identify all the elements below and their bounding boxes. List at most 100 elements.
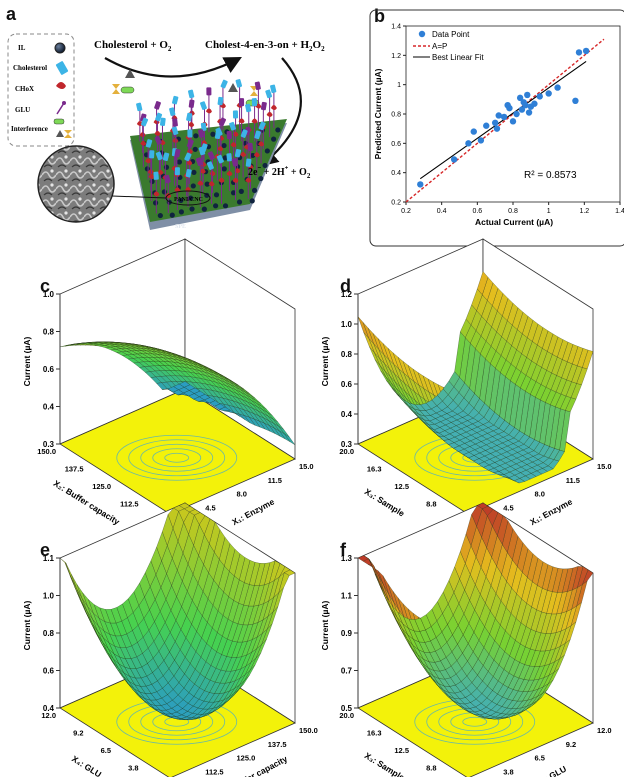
cholesterol-molecule	[232, 110, 239, 119]
cholesterol-molecule	[270, 84, 277, 94]
il-particle	[192, 146, 198, 152]
film-label: PANI/CNC	[174, 197, 203, 203]
z-tick-label: 1.3	[341, 554, 353, 563]
cholesterol-molecule	[186, 112, 193, 122]
z-tick-label: 0.8	[43, 328, 55, 337]
left-axis-tick-label: 16.3	[367, 729, 382, 738]
cholesterol-molecule	[162, 152, 170, 162]
il-particle	[152, 200, 159, 206]
il-particle	[222, 155, 228, 161]
cholesterol-molecule	[155, 151, 163, 161]
x-tick-label: 0.2	[401, 208, 411, 215]
surface-chart-e: 0.4 0.6 0.8 1.0 1.1 Current (µA) 12.0 9.2 6.5 3.8…	[22, 502, 318, 777]
il-particle	[236, 199, 243, 205]
left-axis-tick-label: 12.0	[41, 711, 56, 720]
cholesterol-molecule	[184, 152, 192, 162]
electrode-label: SPE	[175, 224, 186, 230]
z-tick-label: 0.4	[43, 704, 55, 713]
il-particle	[210, 131, 216, 137]
chox-enzyme	[148, 173, 155, 179]
surface-mesh-cell	[477, 502, 489, 509]
z-tick-label: 0.7	[341, 667, 353, 676]
data-point	[417, 181, 424, 188]
data-point	[483, 122, 490, 129]
cholesterol-molecule	[260, 101, 267, 111]
interference-pill-icon	[120, 86, 135, 94]
y-tick-label: 1	[397, 82, 401, 89]
surface-chart-d: 0.3 0.4 0.6 0.8 1.0 1.2 Current (µA) 20.0 16.3 12…	[320, 238, 612, 527]
y-tick-label: 0.2	[391, 200, 401, 207]
z-tick-label: 0.4	[43, 403, 55, 412]
legend-il-label: IL	[18, 44, 26, 52]
cholesterol-molecule	[206, 161, 214, 170]
z-tick-label: 0.3	[341, 440, 353, 449]
x-tick-label: 0.4	[437, 208, 447, 215]
legend-cholesterol-label: Cholesterol	[13, 64, 47, 72]
right-axis-tick-label: 125.0	[237, 754, 256, 763]
interference-triangle-icon	[228, 83, 238, 92]
panel-label-f: f	[340, 540, 346, 560]
cholesterol-molecule	[216, 154, 224, 164]
left-axis-tick-label: 20.0	[339, 447, 354, 456]
floor-contour	[164, 452, 190, 463]
z-tick-label: 0.4	[341, 410, 353, 419]
cholesterol-molecule	[239, 98, 245, 107]
chox-enzyme	[230, 142, 237, 148]
surface-chart-f: 0.5 0.7 0.9 1.1 1.3 Current (µA) 20.0 16.3 12.5 8…	[320, 502, 612, 777]
data-point	[495, 112, 502, 119]
right-axis-tick-label: 11.5	[566, 476, 580, 485]
cholesterol-molecule	[258, 121, 266, 131]
data-point	[536, 93, 543, 100]
surface-mesh-cell	[477, 271, 489, 296]
cholesterol-molecule	[198, 146, 206, 156]
il-particle	[249, 198, 255, 204]
cholesterol-molecule	[153, 171, 159, 180]
x-tick-label: 0.8	[508, 208, 518, 215]
reaction-arrow-top	[104, 56, 242, 78]
cholesterol-molecule	[217, 96, 224, 106]
cholesterol-molecule	[155, 112, 163, 122]
legend-label-data-point: Data Point	[432, 30, 470, 39]
left-axis-tick-label: 6.5	[101, 746, 111, 755]
z-tick-label: 1.0	[43, 592, 55, 601]
legend-marker-data-point	[418, 30, 426, 38]
chox-enzyme	[226, 171, 233, 177]
il-particle	[190, 183, 196, 189]
z-tick-label: 0.6	[43, 365, 55, 374]
scatter-chart-frame	[369, 9, 624, 247]
chox-enzyme	[266, 111, 273, 117]
right-axis-tick-label: 4.5	[503, 503, 513, 512]
il-particle	[201, 206, 207, 212]
left-axis-tick-label: 137.5	[65, 465, 84, 474]
y-tick-label: 0.4	[391, 170, 401, 177]
x-tick-label: 1.2	[579, 208, 589, 215]
reaction-reactant: Cholesterol + O2	[94, 39, 172, 53]
response-surface-panels: 0.3 0.4 0.6 0.8 1.0 Current (µA) 150.0 137.5 125…	[22, 238, 612, 777]
cholesterol-molecule	[199, 101, 207, 110]
identity-line	[405, 38, 605, 203]
z-tick-label: 1.1	[341, 592, 353, 601]
left-axis-tick-label: 125.0	[92, 482, 111, 491]
chox-enzyme	[153, 191, 160, 197]
cholesterol-molecule	[245, 158, 252, 167]
left-axis-tick-label: 3.8	[128, 764, 138, 773]
cholesterol-molecule	[145, 139, 153, 148]
chox-enzyme	[154, 130, 161, 136]
legend-label-identity: A=P	[432, 42, 447, 51]
panel-label-e: e	[40, 540, 51, 560]
x-tick-label: 1	[547, 208, 551, 215]
chox-enzyme	[186, 160, 193, 166]
x-tick-label: 1.4	[615, 208, 624, 215]
data-point	[506, 104, 513, 112]
chox-enzyme	[205, 108, 212, 114]
x-tick-label: 0.6	[472, 208, 482, 215]
glu-icon	[56, 102, 65, 115]
data-point	[554, 84, 561, 91]
y-tick-label: 1.2	[391, 53, 401, 60]
enzyme-forest	[136, 79, 281, 219]
z-axis-label: Current (µA)	[320, 600, 330, 650]
il-particle	[144, 166, 150, 172]
left-axis-tick-label: 112.5	[120, 500, 138, 509]
right-axis-label: X₁: Enzyme	[528, 496, 574, 527]
cholesterol-molecule	[174, 167, 180, 176]
